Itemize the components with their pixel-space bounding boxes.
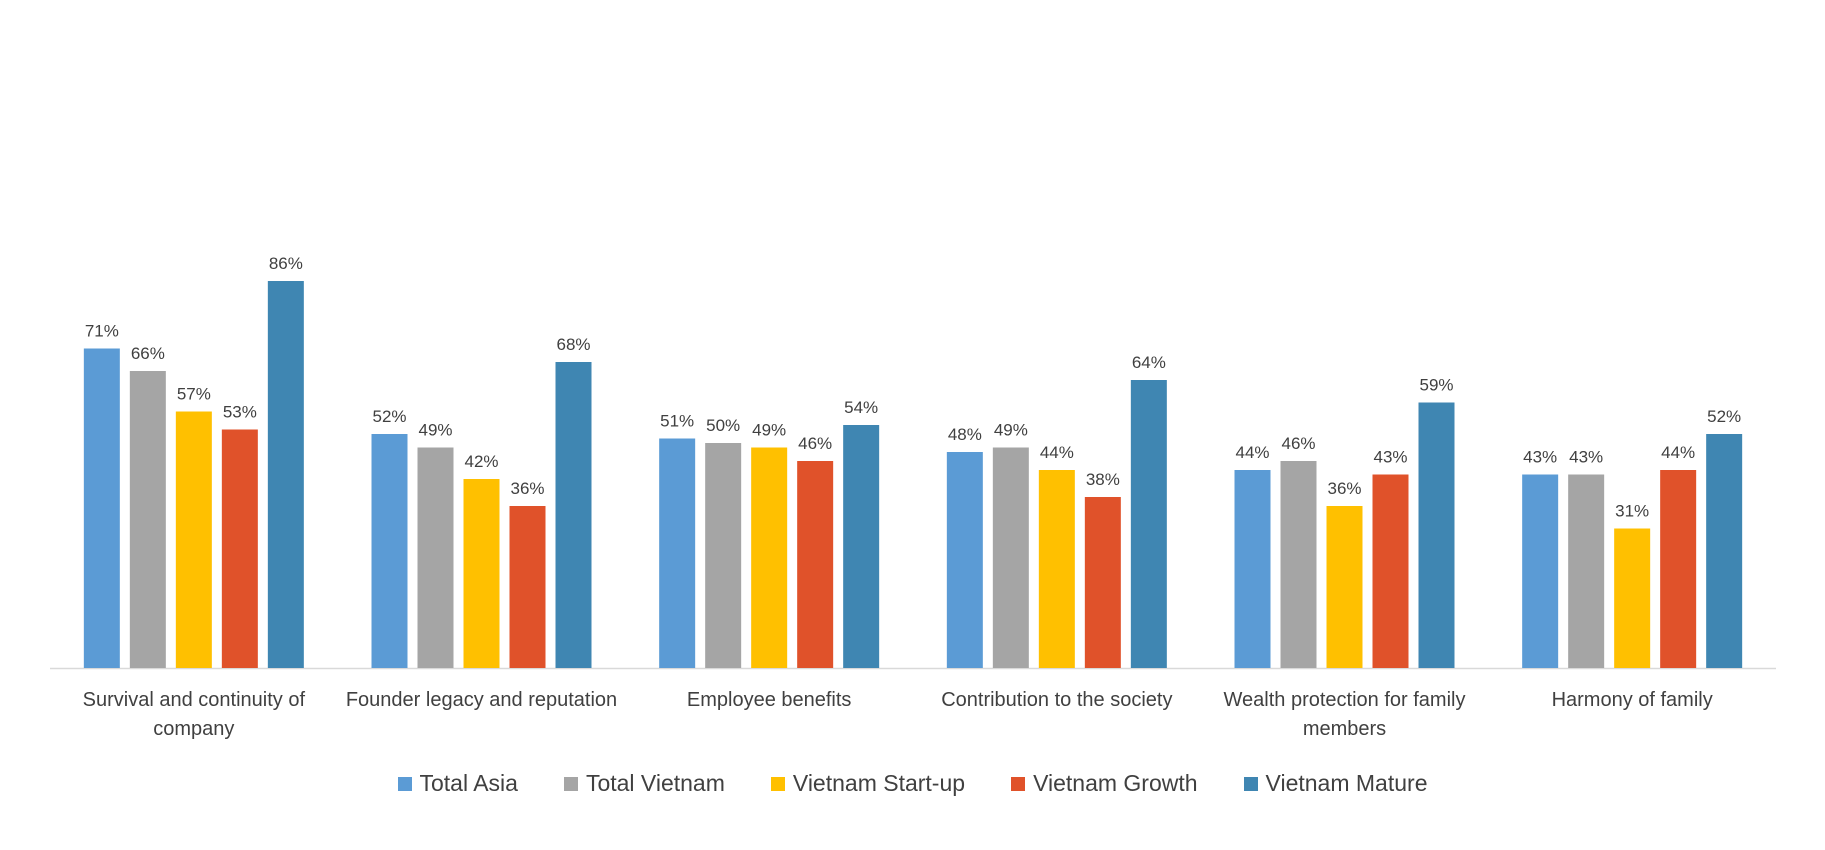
data-label-total-asia-4: 44% — [1235, 443, 1269, 462]
bar-total-vietnam-2 — [705, 443, 742, 668]
category-label-0: Survival and continuity of company — [83, 689, 306, 740]
category-label-4: Wealth protection for family members — [1224, 689, 1466, 740]
data-label-total-asia-0: 71% — [85, 322, 119, 341]
data-label-vietnam-growth-4: 43% — [1373, 448, 1407, 467]
data-label-vietnam-mature-4: 59% — [1419, 376, 1453, 395]
data-label-total-asia-1: 52% — [372, 407, 406, 426]
legend-label-vietnam-start-up: Vietnam Start-up — [792, 770, 966, 796]
data-label-vietnam-mature-3: 64% — [1132, 353, 1166, 372]
data-label-total-vietnam-3: 49% — [994, 421, 1028, 440]
bar-vietnam-start-up-1 — [463, 479, 500, 668]
category-label-1: Founder legacy and reputation — [346, 689, 617, 711]
legend-swatch-total-vietnam — [563, 776, 578, 791]
bar-vietnam-growth-3 — [1084, 497, 1121, 668]
bar-total-vietnam-3 — [992, 447, 1029, 668]
data-label-vietnam-growth-2: 46% — [798, 434, 832, 453]
legend-label-total-asia: Total Asia — [419, 770, 518, 796]
data-label-vietnam-growth-0: 53% — [223, 403, 257, 422]
bar-vietnam-growth-5 — [1660, 470, 1697, 668]
legend-label-total-vietnam: Total Vietnam — [585, 770, 725, 796]
legend-item-total-vietnam: Total Vietnam — [563, 770, 725, 797]
data-label-total-asia-3: 48% — [948, 425, 982, 444]
data-label-total-asia-2: 51% — [660, 412, 694, 431]
data-label-vietnam-start-up-1: 42% — [464, 452, 498, 471]
bar-total-vietnam-5 — [1568, 474, 1605, 668]
data-label-vietnam-mature-1: 68% — [556, 335, 590, 354]
data-label-total-vietnam-5: 43% — [1569, 448, 1603, 467]
bar-vietnam-mature-1 — [555, 362, 592, 668]
bar-total-vietnam-1 — [417, 447, 454, 668]
bar-total-asia-2 — [659, 438, 696, 668]
bar-total-asia-0 — [83, 348, 120, 668]
category-label-5: Harmony of family — [1552, 689, 1713, 711]
bar-vietnam-start-up-2 — [751, 447, 788, 668]
category-label-2: Employee benefits — [687, 689, 852, 711]
bar-vietnam-growth-2 — [797, 461, 834, 668]
data-label-total-vietnam-1: 49% — [418, 421, 452, 440]
bar-vietnam-start-up-0 — [175, 411, 212, 668]
bar-vietnam-start-up-3 — [1038, 470, 1075, 668]
data-label-vietnam-start-up-4: 36% — [1327, 479, 1361, 498]
bar-vietnam-mature-5 — [1706, 434, 1743, 668]
data-label-vietnam-mature-0: 86% — [269, 254, 303, 273]
legend-label-vietnam-growth: Vietnam Growth — [1033, 770, 1198, 796]
bar-total-vietnam-0 — [129, 371, 166, 668]
data-label-vietnam-mature-5: 52% — [1707, 407, 1741, 426]
bar-vietnam-mature-4 — [1418, 402, 1455, 668]
bar-vietnam-growth-4 — [1372, 474, 1409, 668]
legend-swatch-vietnam-start-up — [770, 776, 785, 791]
bar-total-asia-4 — [1234, 470, 1271, 668]
data-label-vietnam-start-up-3: 44% — [1040, 443, 1074, 462]
data-label-vietnam-growth-1: 36% — [510, 479, 544, 498]
legend-item-total-asia: Total Asia — [397, 770, 518, 797]
data-label-vietnam-start-up-2: 49% — [752, 421, 786, 440]
bar-total-asia-3 — [946, 452, 983, 668]
data-label-vietnam-growth-3: 38% — [1086, 470, 1120, 489]
data-label-total-vietnam-2: 50% — [706, 416, 740, 435]
bar-vietnam-growth-1 — [509, 506, 546, 668]
legend-swatch-vietnam-growth — [1011, 776, 1026, 791]
legend-label-vietnam-mature: Vietnam Mature — [1265, 770, 1428, 796]
bar-total-vietnam-4 — [1280, 461, 1317, 668]
legend-item-vietnam-start-up: Vietnam Start-up — [770, 770, 966, 797]
bar-vietnam-start-up-4 — [1326, 506, 1363, 668]
data-label-vietnam-start-up-5: 31% — [1615, 502, 1649, 521]
bar-vietnam-mature-0 — [267, 281, 304, 668]
data-label-vietnam-mature-2: 54% — [844, 398, 878, 417]
bar-total-asia-1 — [371, 434, 408, 668]
data-label-total-vietnam-4: 46% — [1281, 434, 1315, 453]
data-label-total-asia-5: 43% — [1523, 448, 1557, 467]
data-label-vietnam-start-up-0: 57% — [177, 385, 211, 404]
legend-swatch-vietnam-mature — [1243, 776, 1258, 791]
data-label-total-vietnam-0: 66% — [131, 344, 165, 363]
legend-item-vietnam-mature: Vietnam Mature — [1243, 770, 1428, 797]
category-label-3: Contribution to the society — [941, 689, 1172, 711]
legend: Total Asia Total Vietnam Vietnam Start-u… — [0, 770, 1825, 797]
bar-vietnam-mature-3 — [1130, 380, 1167, 668]
bar-total-asia-5 — [1522, 474, 1559, 668]
bar-vietnam-mature-2 — [843, 425, 880, 668]
bar-vietnam-start-up-5 — [1614, 528, 1651, 668]
legend-item-vietnam-growth: Vietnam Growth — [1011, 770, 1198, 797]
legend-swatch-total-asia — [397, 776, 412, 791]
bar-vietnam-growth-0 — [221, 429, 258, 668]
data-label-vietnam-growth-5: 44% — [1661, 443, 1695, 462]
